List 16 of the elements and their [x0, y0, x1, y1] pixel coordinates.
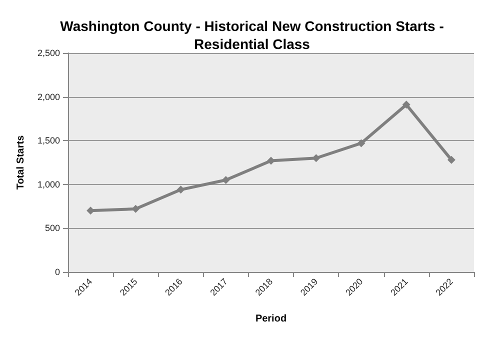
x-axis-title: Period [255, 314, 287, 324]
point [357, 139, 366, 148]
point [176, 186, 185, 194]
point [222, 176, 230, 184]
point [402, 100, 410, 109]
point [312, 154, 320, 162]
y-tick-label: 1,500 [37, 136, 60, 146]
y-axis-title: Total Starts [16, 134, 26, 190]
y-tick-label: 1,000 [37, 179, 60, 190]
y-tick-label: 2,000 [37, 92, 60, 102]
y-tick-label: 500 [44, 223, 60, 234]
point [267, 156, 275, 165]
chart-title: Washington County - Historical New Construction Starts - Residential Class [60, 18, 444, 52]
y-tick-label: 2,500 [37, 48, 60, 58]
y-tick-label: 0 [54, 267, 60, 277]
point [447, 156, 456, 164]
